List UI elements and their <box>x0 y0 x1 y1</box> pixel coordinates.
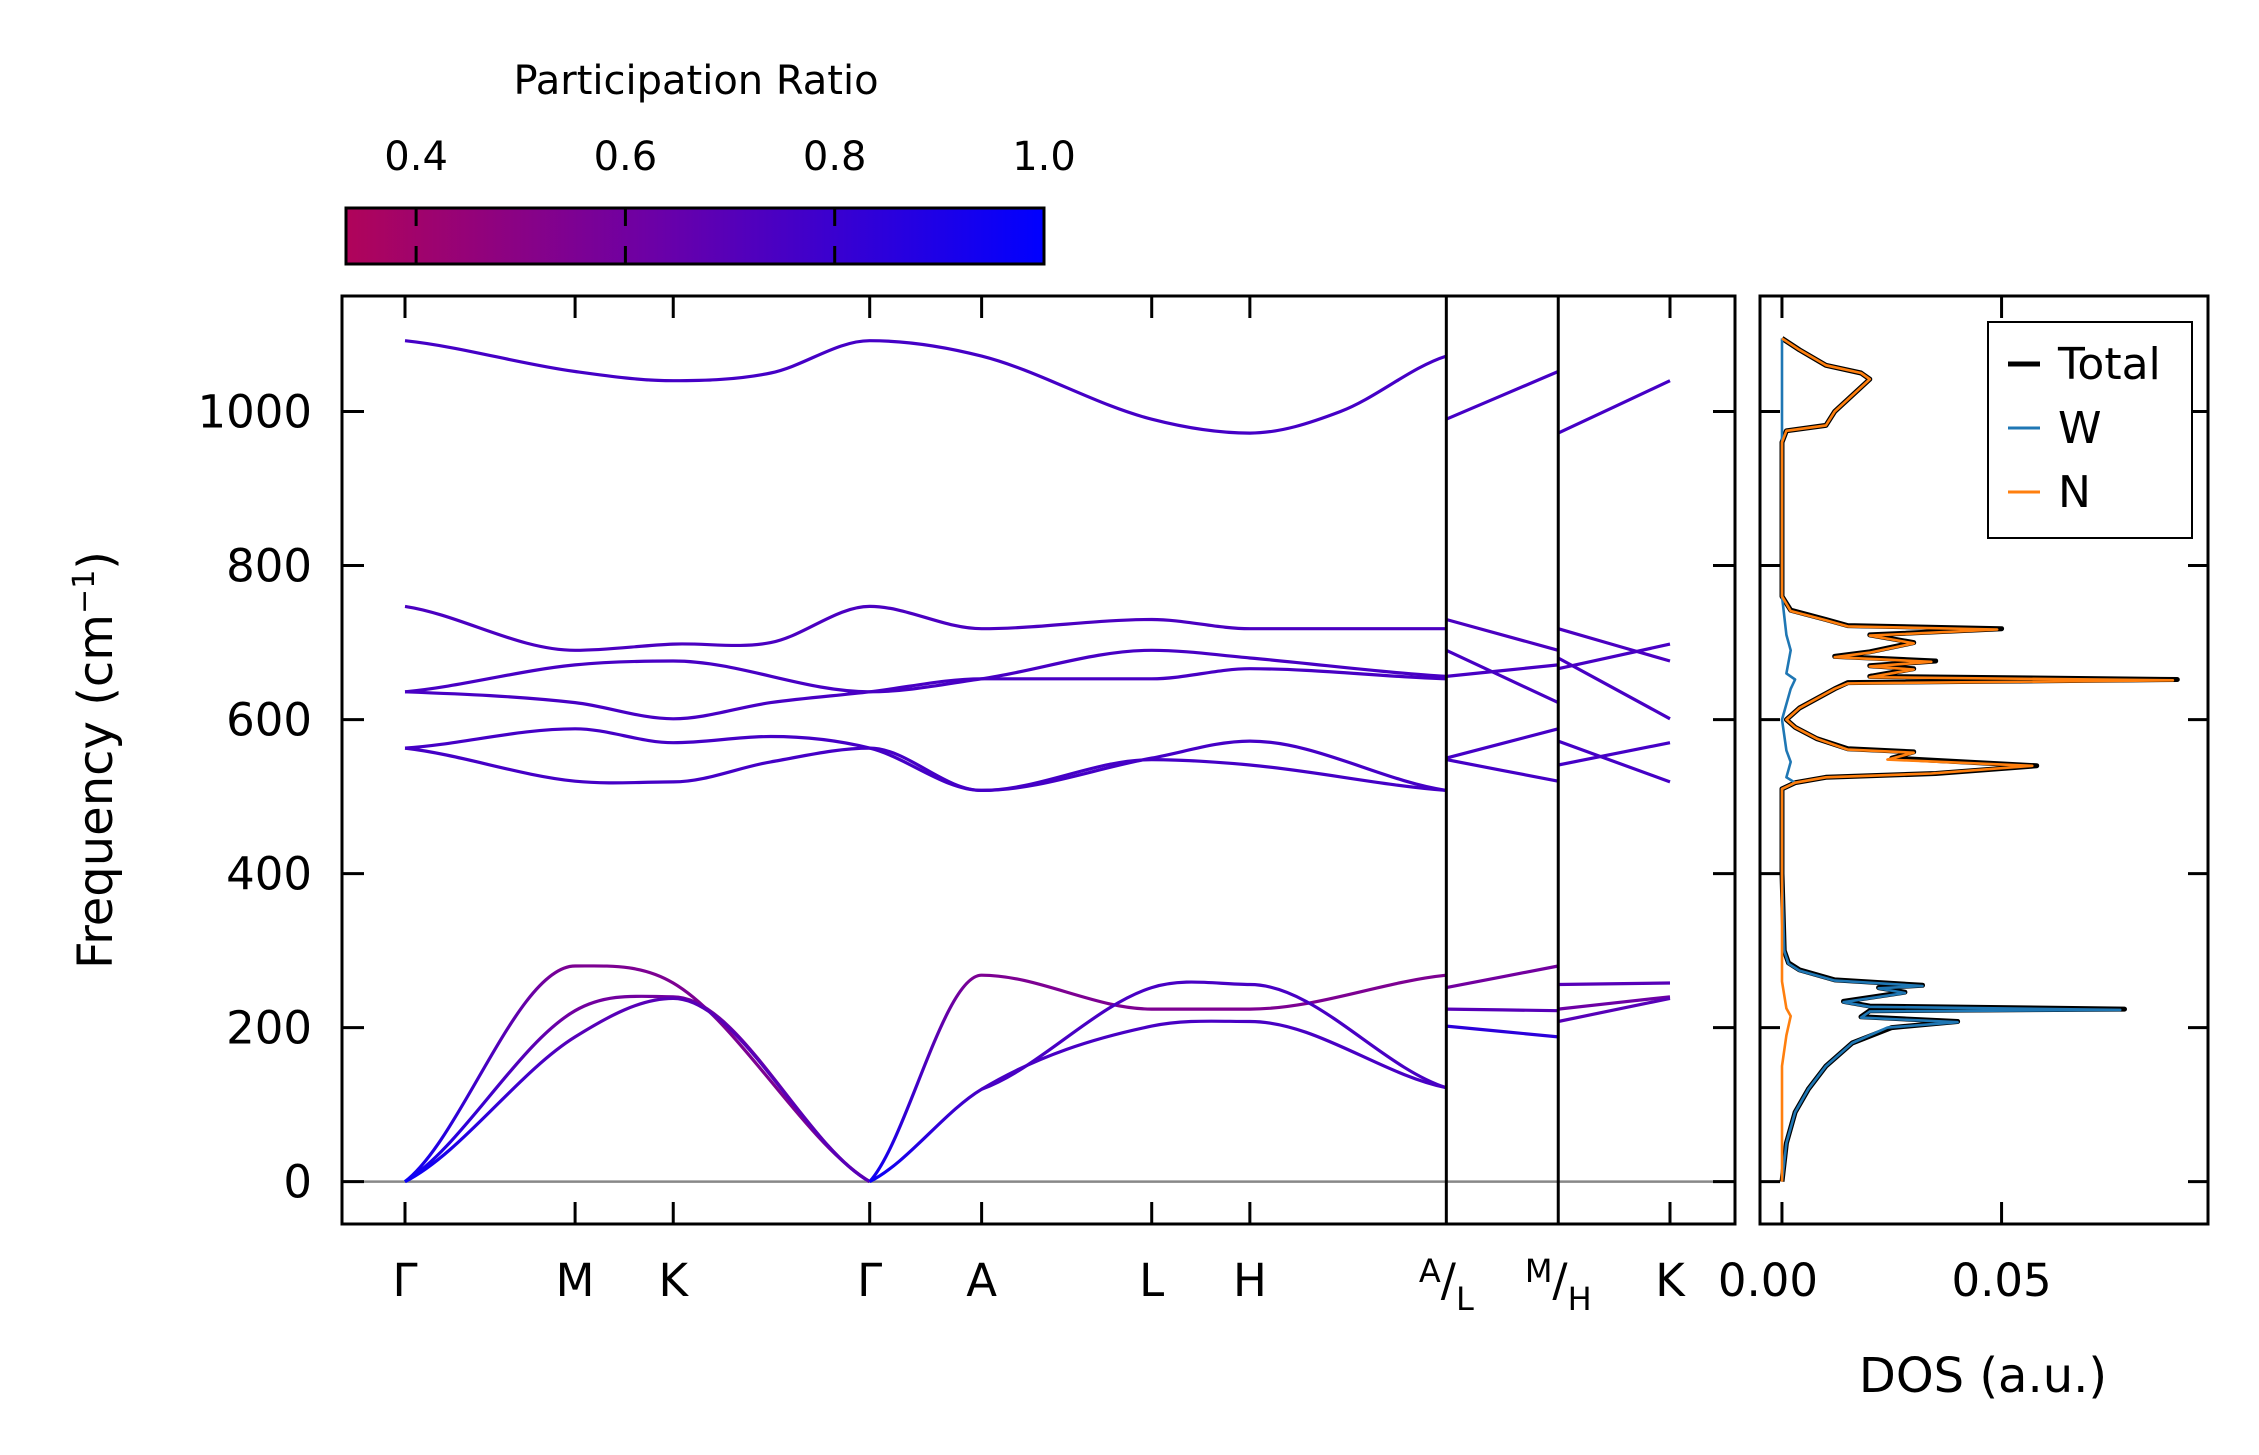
dos-plot-frame <box>1758 294 2210 1226</box>
phonon-band-line <box>1446 1007 1559 1013</box>
dos-x-axis-ticks: 0.00 0.05 <box>1718 296 2052 1307</box>
phonon-band-line <box>1557 627 1671 663</box>
colorbar-tick-label: 1.0 <box>1012 134 1076 180</box>
y-tick-label: 0 <box>283 1156 312 1209</box>
legend-label: W <box>2058 403 2102 454</box>
phonon-band-line <box>404 996 871 1184</box>
band-plot-frame <box>340 294 1737 1226</box>
phonon-band-line <box>1557 741 1671 767</box>
k-point-label: A/L <box>1419 1252 1474 1318</box>
phonon-band-line <box>1558 981 1671 987</box>
phonon-band-line <box>404 648 1447 694</box>
dos-x-axis-label: DOS (a.u.) <box>1859 1348 2107 1404</box>
phonon-band-line <box>868 1019 1447 1184</box>
legend-label: Total <box>2057 339 2161 390</box>
colorbar-ticks: 0.4 0.6 0.8 1.0 <box>384 134 1076 264</box>
phonon-band-line <box>1445 964 1559 990</box>
k-point-label: M/H <box>1525 1252 1592 1318</box>
dos-curves <box>1779 336 2180 1182</box>
phonon-band-line <box>404 746 1447 793</box>
phonon-band-line <box>1557 739 1671 784</box>
phonon-band-line <box>404 727 1447 793</box>
dos-n-curve <box>1780 337 2175 1182</box>
phonon-band-line <box>1445 370 1559 421</box>
phonon-bands <box>404 339 1671 1184</box>
phonon-band-line <box>1557 656 1671 721</box>
phonon-band-line <box>1446 1024 1559 1039</box>
dos-panel: 0.00 0.05 DOS (a.u.) Total WN <box>1718 294 2210 1404</box>
colorbar-tick-label: 0.8 <box>803 134 867 180</box>
phonon-band-line <box>1445 617 1559 652</box>
high-symmetry-ticks: Γ M K Γ A L H A/L M/H K <box>392 296 1686 1318</box>
phonon-band-line <box>404 964 871 1183</box>
k-point-label: K <box>1655 1254 1686 1307</box>
dos-w-curve <box>1780 338 2122 1182</box>
k-point-label: K <box>658 1254 689 1307</box>
phonon-band-line <box>1557 996 1671 1024</box>
phonon-band-line <box>404 604 1447 652</box>
colorbar-tick-label: 0.6 <box>594 134 658 180</box>
phonon-band-line <box>981 980 1447 1091</box>
phonon-band-line <box>1558 995 1671 1011</box>
y-tick-label: 200 <box>226 1002 312 1055</box>
phonon-band-line <box>1557 379 1671 435</box>
dos-y-ticks <box>1760 410 2208 1184</box>
y-axis-label: Frequency (cm−1) <box>67 551 124 969</box>
colorbar: Participation Ratio 0.4 0.6 0.8 1.0 <box>344 58 1076 266</box>
legend-label: N <box>2058 467 2091 518</box>
k-point-label: M <box>556 1254 595 1307</box>
k-point-label: A <box>966 1254 997 1307</box>
y-tick-label: 600 <box>226 694 312 747</box>
legend-frame <box>1987 321 2193 539</box>
phonon-band-line <box>404 667 1447 721</box>
k-point-label: Γ <box>392 1254 417 1307</box>
dos-x-tick-label: 0.00 <box>1718 1254 1818 1307</box>
y-tick-label: 1000 <box>197 386 312 439</box>
colorbar-tick-label: 0.4 <box>384 134 448 180</box>
phonon-band-line <box>404 994 871 1183</box>
dos-x-tick-label: 0.05 <box>1951 1254 2051 1307</box>
k-point-label: L <box>1139 1254 1164 1307</box>
colorbar-title: Participation Ratio <box>513 58 878 104</box>
k-point-label: H <box>1233 1254 1267 1307</box>
dos-legend: Total WN <box>1987 321 2193 539</box>
phonon-band-line <box>404 339 1447 435</box>
y-axis-ticks: 0 200 400 600 800 1000 <box>197 386 1735 1209</box>
k-point-label: Γ <box>857 1254 882 1307</box>
phonon-band-line <box>1445 727 1559 760</box>
phonon-band-line <box>1445 758 1559 783</box>
phonon-band-line <box>1445 648 1559 705</box>
phonon-band-line <box>1446 663 1559 678</box>
band-structure-panel: 0 200 400 600 800 1000 Γ M K Γ A L H A/L M/H K Frequen… <box>67 294 1737 1318</box>
y-tick-label: 800 <box>226 540 312 593</box>
y-tick-label: 400 <box>226 848 312 901</box>
colorbar-gradient <box>344 206 1046 266</box>
phonon-band-line <box>868 973 1447 1183</box>
